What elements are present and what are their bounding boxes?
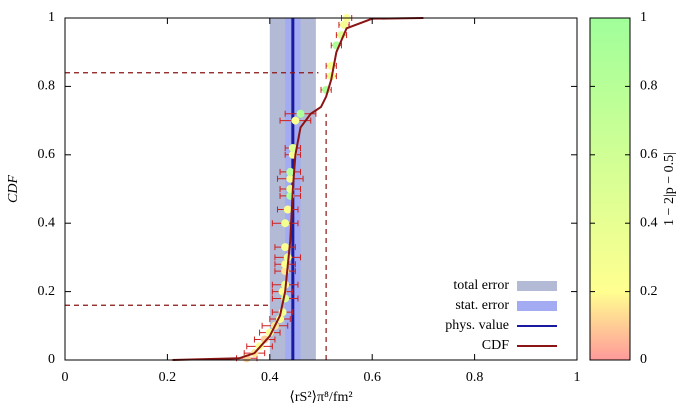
data-point <box>281 219 290 228</box>
colorbar-tick-label: 0.4 <box>640 215 658 230</box>
y-tick-label: 0.8 <box>38 79 56 94</box>
colorbar <box>590 18 630 360</box>
x-tick-label: 0.4 <box>261 370 279 385</box>
x-tick-label: 0 <box>62 370 69 385</box>
data-point <box>288 143 297 152</box>
colorbar-tick-label: 0.2 <box>640 284 658 299</box>
data-point <box>291 116 300 125</box>
x-tick-label: 0.8 <box>466 370 484 385</box>
data-point <box>283 205 292 214</box>
colorbar-tick-label: 0 <box>640 352 647 367</box>
cdf-curve <box>172 17 424 361</box>
y-tick-label: 0.2 <box>38 284 56 299</box>
y-tick-label: 0 <box>48 352 55 367</box>
y-axis-label: CDF <box>6 175 21 203</box>
x-tick-label: 1 <box>574 370 581 385</box>
x-tick-label: 0.2 <box>159 370 177 385</box>
data-point <box>286 174 295 183</box>
legend-label: stat. error <box>455 298 509 313</box>
legend-label: CDF <box>482 338 509 353</box>
colorbar-label: 1 − 2|p − 0.5| <box>662 152 677 226</box>
colorbar-tick-label: 0.6 <box>640 147 658 162</box>
x-tick-label: 0.6 <box>363 370 381 385</box>
colorbar-frame <box>589 17 631 361</box>
legend-swatch <box>517 301 557 311</box>
y-tick-label: 1 <box>48 10 55 25</box>
data-point <box>296 109 305 118</box>
y-tick-label: 0.4 <box>38 215 56 230</box>
data-point <box>260 335 269 344</box>
colorbar-tick-label: 1 <box>640 10 647 25</box>
data-point <box>286 167 295 176</box>
x-axis-label: ⟨rS²⟩π⁸/fm² <box>289 390 352 405</box>
legend-label: total error <box>453 278 509 293</box>
plot-frame <box>64 17 578 361</box>
colorbar-tick-label: 0.8 <box>640 79 658 94</box>
legend-label: phys. value <box>445 318 509 333</box>
data-point <box>340 20 349 29</box>
legend-swatch <box>517 281 557 291</box>
y-tick-label: 0.6 <box>38 147 56 162</box>
data-point <box>281 243 290 252</box>
